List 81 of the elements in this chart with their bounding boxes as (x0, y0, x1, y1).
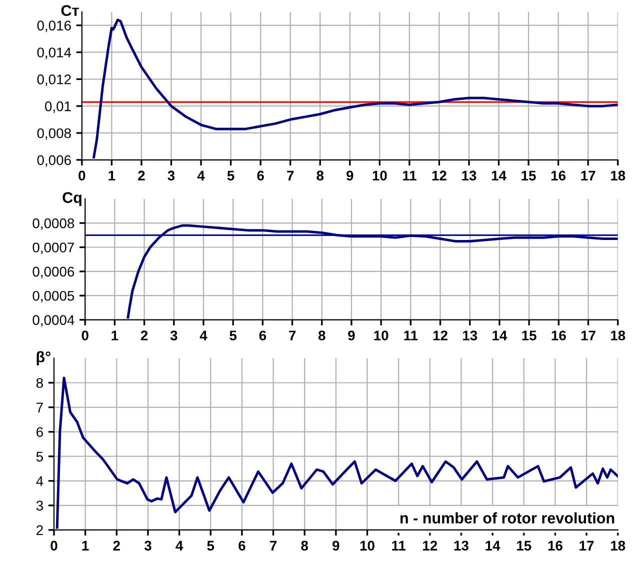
x-tick-label: 8 (318, 330, 326, 340)
x-tick-label: 4 (200, 330, 208, 340)
y-tick-label: 0,0004 (32, 315, 74, 327)
x-tick-label: 3 (144, 540, 152, 551)
y-axis-title: Cт (61, 5, 79, 16)
x-tick-label: 18 (611, 330, 626, 340)
x-tick-label: 2 (138, 170, 145, 180)
x-tick-label: 8 (316, 170, 324, 181)
y-tick-label: 0,01 (45, 101, 71, 113)
x-tick-label: 0 (82, 330, 88, 340)
x-tick-label: 18 (611, 540, 626, 551)
x-tick-label: 14 (492, 330, 508, 340)
y-tick-label: 0,0006 (32, 266, 74, 278)
x-tick-label: 5 (230, 330, 237, 340)
x-tick-label: 16 (548, 540, 562, 551)
x-tick-label: 1 (112, 330, 118, 340)
x-tick-label: 9 (346, 170, 354, 181)
x-tick-label: 3 (168, 170, 175, 181)
x-tick-label: 10 (360, 540, 374, 551)
x-tick-label: 17 (581, 170, 596, 180)
x-tick-label: 7 (270, 540, 277, 550)
x-tick-label: 13 (454, 540, 468, 551)
x-tick-label: 9 (332, 540, 340, 551)
y-tick-label: 6 (36, 427, 43, 437)
y-tick-label: 2 (36, 525, 43, 536)
x-tick-label: 8 (301, 540, 308, 551)
x-tick-label: 9 (348, 330, 355, 340)
x-tick-label: 10 (374, 330, 388, 340)
x-tick-label: 15 (522, 330, 536, 340)
y-tick-label: 0,006 (37, 155, 71, 167)
x-tick-label: 11 (392, 540, 406, 550)
x-axis-title: n - number of rotor revolution (400, 512, 614, 524)
line-series (126, 224, 618, 319)
x-tick-label: 15 (522, 170, 536, 181)
x-tick-label: 11 (402, 170, 416, 180)
y-tick-label: 0,012 (37, 74, 71, 86)
y-axis-title: β° (36, 351, 50, 366)
x-tick-label: 6 (238, 540, 246, 551)
x-tick-label: 5 (227, 170, 234, 181)
x-tick-label: 0 (78, 170, 86, 181)
y-tick-label: 0,014 (37, 48, 72, 60)
x-tick-label: 11 (404, 330, 418, 340)
x-tick-label: 4 (197, 170, 205, 180)
y-tick-label: 4 (36, 476, 44, 486)
y-tick-label: 0,0005 (32, 290, 74, 302)
x-tick-label: 12 (423, 540, 438, 550)
y-tick-label: 5 (36, 452, 43, 462)
x-tick-label: 13 (463, 330, 478, 340)
x-tick-label: 10 (372, 170, 387, 181)
x-tick-label: 6 (259, 330, 266, 340)
x-tick-label: 2 (140, 330, 148, 340)
y-tick-label: 0,0008 (32, 218, 74, 230)
x-tick-label: 1 (82, 540, 89, 550)
x-tick-label: 12 (432, 170, 446, 180)
x-tick-label: 16 (552, 330, 566, 340)
x-tick-label: 1 (108, 170, 116, 180)
x-tick-label: 0 (50, 540, 58, 551)
x-tick-label: 5 (207, 540, 214, 551)
x-tick-label: 13 (462, 170, 476, 181)
x-tick-label: 17 (581, 330, 596, 340)
x-tick-label: 7 (289, 330, 296, 340)
x-tick-label: 16 (551, 170, 566, 181)
x-tick-label: 3 (170, 330, 178, 340)
line-series (92, 18, 618, 158)
x-tick-label: 14 (486, 540, 500, 550)
y-axis-title: Cq (62, 192, 82, 206)
y-tick-label: 0,016 (37, 20, 71, 32)
x-tick-label: 17 (580, 540, 594, 550)
y-tick-label: 7 (36, 402, 43, 412)
x-tick-label: 6 (257, 170, 264, 181)
y-tick-label: 8 (36, 378, 43, 388)
x-tick-label: 2 (113, 540, 120, 550)
y-tick-label: 0,008 (37, 128, 71, 140)
x-tick-label: 4 (176, 540, 184, 550)
y-tick-label: 0,0007 (32, 242, 74, 254)
x-tick-label: 12 (433, 330, 448, 340)
x-tick-label: 7 (287, 170, 294, 180)
y-tick-label: 3 (36, 500, 43, 511)
x-tick-label: 14 (492, 170, 506, 180)
x-tick-label: 15 (517, 540, 532, 551)
x-tick-label: 18 (611, 170, 626, 181)
